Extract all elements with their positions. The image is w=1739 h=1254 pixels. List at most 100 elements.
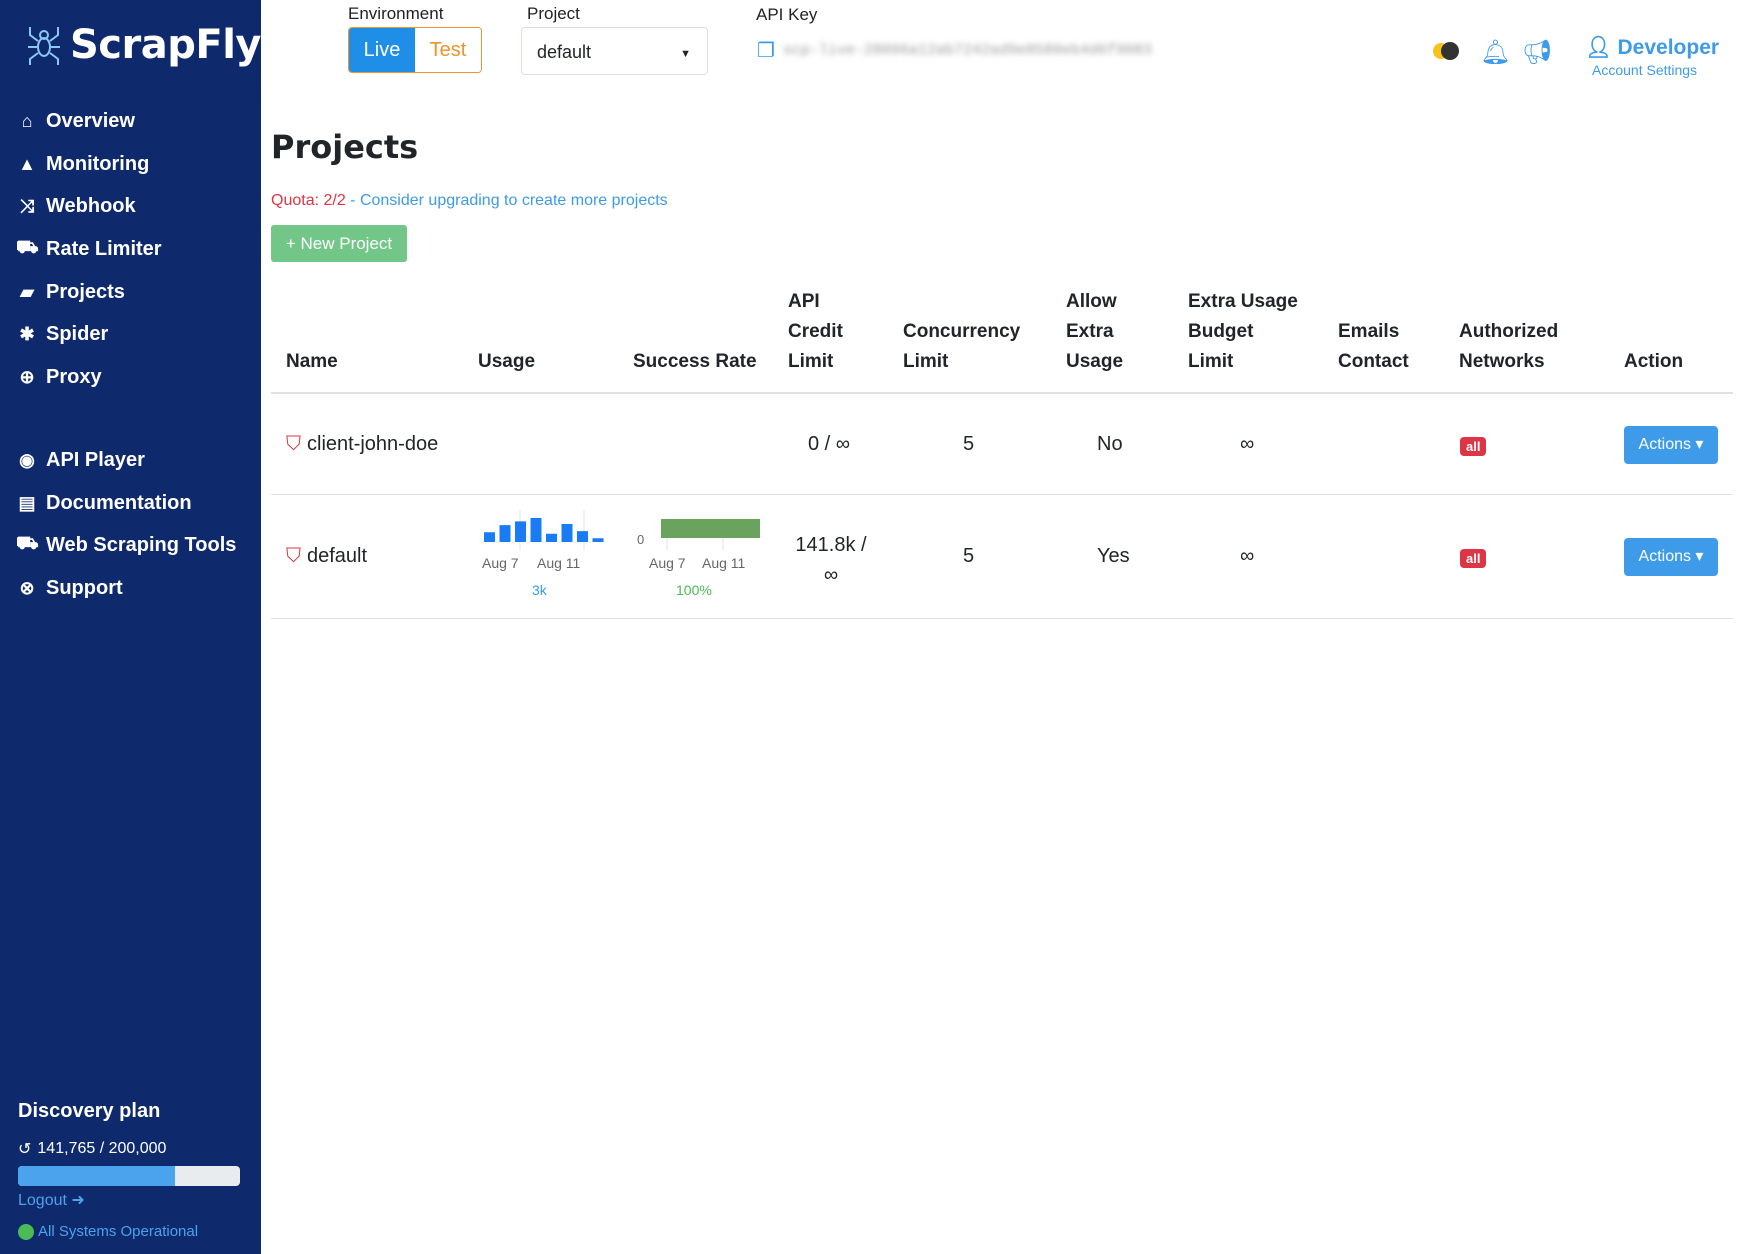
usage-bar (592, 538, 604, 542)
quota-notice: Quota: 2/2 - Consider upgrading to creat… (271, 192, 668, 210)
concurrency-limit: 5 (963, 433, 975, 455)
sidebar-item-label: Overview (46, 109, 135, 132)
sidebar-item-proxy[interactable]: ⊕ Proxy (16, 362, 102, 392)
upgrade-link[interactable]: - Consider upgrading to create more proj… (350, 192, 668, 209)
page-title: Projects (271, 128, 419, 166)
history-icon: ↺ (18, 1141, 32, 1158)
sidebar-item-label: Documentation (46, 491, 192, 514)
usage-x-tick: Aug 7 (482, 555, 519, 571)
sidebar-item-monitoring[interactable]: ▲ Monitoring (16, 149, 149, 179)
row-divider (271, 494, 1733, 495)
usage-bar (577, 531, 588, 542)
usage-bar (499, 525, 511, 542)
folder-open-icon: ▰ (20, 281, 34, 302)
new-project-button[interactable]: + New Project (271, 225, 407, 262)
account-settings-link[interactable]: Account Settings (1592, 62, 1698, 78)
api-key: ❐ scp-live-28096a12ab7242ad9e8580eb4d6f90… (757, 38, 1152, 63)
logout-link[interactable]: Logout ➜ (18, 1190, 85, 1210)
life-ring-icon: ⊗ (19, 577, 35, 598)
eye-icon: ◉ (19, 449, 35, 470)
sidebar-item-label: API Player (46, 448, 145, 471)
main-content (261, 96, 1739, 1254)
toolbox-icon: ⛟ (16, 533, 39, 553)
plan-usage: ↺ 141,765 / 200,000 (18, 1139, 166, 1159)
column-header: Emails Contact (1338, 321, 1409, 372)
usage-chart (484, 510, 604, 550)
sidebar-item-label: Proxy (46, 365, 102, 388)
environment-label: Environment (348, 4, 444, 23)
project-name-text: default (307, 545, 368, 567)
sidebar-item-web-scraping-tools[interactable]: ⛟ Web Scraping Tools (16, 530, 236, 560)
project-select[interactable]: default ▼ (521, 27, 708, 75)
success-y-tick: 0 (637, 532, 645, 547)
table-header-divider (271, 392, 1733, 394)
credit-limit: 0 / ∞ (808, 433, 851, 455)
concurrency-limit: 5 (963, 545, 975, 567)
logo[interactable]: ScrapFly (26, 22, 261, 68)
sidebar: ScrapFly ⌂ Overview ▲ Monitoring ⤨ Webhook ⛟ Ra… (0, 0, 261, 1254)
globe-icon: ⊕ (19, 366, 35, 387)
bullhorn-icon[interactable]: 📢︎ (1522, 39, 1553, 66)
plan-title: Discovery plan (18, 1100, 161, 1122)
home-icon: ⌂ (21, 110, 33, 131)
copy-icon[interactable]: ❐ (757, 40, 775, 62)
bell-icon[interactable]: 🔔︎ (1480, 39, 1511, 66)
car-icon: ⛟ (16, 237, 39, 257)
sidebar-item-label: Web Scraping Tools (46, 533, 237, 556)
success-x-tick: Aug 7 (649, 555, 686, 571)
sidebar-item-overview[interactable]: ⌂ Overview (16, 106, 135, 136)
project-label: Project (527, 4, 580, 23)
column-header: Usage (478, 351, 536, 372)
sidebar-item-label: Spider (46, 322, 109, 345)
sidebar-item-support[interactable]: ⊗ Support (16, 573, 122, 603)
quota-text: Quota: 2/2 (271, 192, 346, 209)
budget-limit: ∞ (1240, 433, 1255, 455)
project-name-text: client-john-doe (307, 433, 439, 455)
budget-limit: ∞ (1240, 545, 1255, 567)
system-status[interactable]: All Systems Operational (18, 1223, 198, 1240)
sidebar-item-webhook[interactable]: ⤨ Webhook (16, 191, 136, 221)
env-live-button[interactable]: Live (349, 28, 415, 72)
book-icon: ▤ (18, 492, 36, 513)
sidebar-item-api-player[interactable]: ◉ API Player (16, 445, 145, 475)
env-test-button[interactable]: Test (415, 28, 481, 72)
actions-dropdown-button[interactable]: Actions ▾ (1624, 426, 1718, 464)
project-select-value: default (537, 42, 592, 62)
usage-bar (561, 524, 573, 542)
shield-icon: ⛉ (286, 433, 301, 455)
column-header: Success Rate (633, 351, 757, 372)
sidebar-item-spider[interactable]: ✱ Spider (16, 319, 108, 349)
chart-area-icon: ▲ (18, 153, 36, 174)
spider-logo-icon (28, 27, 60, 65)
plan-progress-bar (18, 1166, 240, 1186)
actions-label: Actions (1638, 548, 1691, 565)
success-area (661, 519, 760, 538)
sidebar-item-documentation[interactable]: ▤ Documentation (16, 488, 192, 518)
spider-icon: ✱ (19, 323, 35, 344)
usage-bar (530, 518, 542, 542)
column-header: Authorized Networks (1459, 321, 1559, 372)
column-header: Allow Extra Usage (1066, 291, 1124, 372)
credit-limit: 141.8k / ∞ (795, 534, 867, 586)
column-header: Name (286, 351, 338, 372)
brand-name: ScrapFly (70, 22, 261, 68)
status-dot-icon (18, 1223, 34, 1240)
actions-dropdown-button[interactable]: Actions ▾ (1624, 538, 1718, 576)
column-header: Extra Usage Budget Limit (1188, 291, 1298, 372)
usage-bar (484, 532, 495, 542)
user-menu[interactable]: 👤︎ Developer (1585, 36, 1719, 60)
theme-toggle-icon[interactable] (1428, 36, 1464, 73)
project-name[interactable]: ⛉ client-john-doe (286, 433, 438, 456)
column-header: API Credit Limit (788, 291, 843, 372)
project-name[interactable]: ⛉ default (286, 545, 367, 568)
shield-icon: ⛉ (286, 545, 301, 567)
column-header: Concurrency Limit (903, 321, 1021, 372)
sidebar-item-projects[interactable]: ▰ Projects (16, 277, 125, 307)
api-key-value: scp-live-28096a12ab7242ad9e8580eb4d6f908… (782, 42, 1152, 59)
user-name: Developer (1617, 36, 1720, 59)
networks-badge: all (1460, 549, 1487, 568)
success-x-tick: Aug 11 (702, 555, 746, 571)
sidebar-item-rate-limiter[interactable]: ⛟ Rate Limiter (16, 234, 162, 264)
networks-badge: all (1460, 437, 1487, 456)
sign-out-icon: ➜ (71, 1192, 85, 1209)
